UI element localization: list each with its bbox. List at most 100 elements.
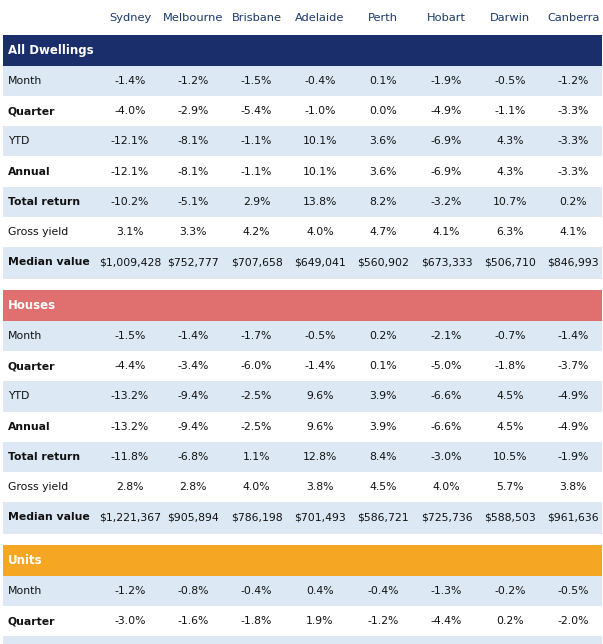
Text: Hobart: Hobart xyxy=(427,13,466,23)
Text: 3.9%: 3.9% xyxy=(370,392,397,401)
Text: -6.0%: -6.0% xyxy=(241,361,273,371)
Text: -2.9%: -2.9% xyxy=(177,106,209,116)
Text: Annual: Annual xyxy=(8,422,51,431)
Text: -6.6%: -6.6% xyxy=(431,392,463,401)
Text: -1.4%: -1.4% xyxy=(177,331,209,341)
Text: -1.2%: -1.2% xyxy=(114,586,146,596)
Text: -4.9%: -4.9% xyxy=(431,106,463,116)
Bar xyxy=(3,606,602,636)
Text: 4.0%: 4.0% xyxy=(243,482,270,492)
Text: -8.1%: -8.1% xyxy=(177,137,209,146)
Text: 3.3%: 3.3% xyxy=(180,227,207,237)
Text: -10.2%: -10.2% xyxy=(111,197,149,207)
Text: -9.4%: -9.4% xyxy=(177,422,209,431)
Text: $586,721: $586,721 xyxy=(358,513,409,522)
Text: 10.1%: 10.1% xyxy=(303,137,337,146)
Text: -1.6%: -1.6% xyxy=(177,616,209,626)
Text: -0.4%: -0.4% xyxy=(241,586,273,596)
Bar xyxy=(3,66,602,96)
Text: -1.4%: -1.4% xyxy=(557,331,589,341)
Text: 10.5%: 10.5% xyxy=(493,452,527,462)
Text: $701,493: $701,493 xyxy=(294,513,346,522)
Text: -2.5%: -2.5% xyxy=(241,392,273,401)
Text: -9.4%: -9.4% xyxy=(177,392,209,401)
Text: -3.2%: -3.2% xyxy=(431,197,463,207)
Bar xyxy=(3,381,602,412)
Text: -11.8%: -11.8% xyxy=(111,452,149,462)
Text: Canberra: Canberra xyxy=(547,13,599,23)
Text: 4.3%: 4.3% xyxy=(496,137,523,146)
Bar xyxy=(3,442,602,472)
Text: -2.5%: -2.5% xyxy=(241,422,273,431)
Bar xyxy=(3,636,602,644)
Text: 4.5%: 4.5% xyxy=(370,482,397,492)
Bar xyxy=(3,545,602,576)
Text: Gross yield: Gross yield xyxy=(8,227,68,237)
Text: -5.1%: -5.1% xyxy=(177,197,209,207)
Text: -3.3%: -3.3% xyxy=(557,106,589,116)
Text: -4.9%: -4.9% xyxy=(557,392,589,401)
Text: Melbourne: Melbourne xyxy=(163,13,224,23)
Text: -13.2%: -13.2% xyxy=(111,422,149,431)
Text: $506,710: $506,710 xyxy=(484,258,536,267)
Text: 6.3%: 6.3% xyxy=(496,227,523,237)
Text: -0.5%: -0.5% xyxy=(494,76,526,86)
Text: -12.1%: -12.1% xyxy=(111,137,149,146)
Text: -0.2%: -0.2% xyxy=(494,586,526,596)
Text: -1.5%: -1.5% xyxy=(114,331,146,341)
Text: 4.0%: 4.0% xyxy=(433,482,460,492)
Text: Sydney: Sydney xyxy=(109,13,151,23)
Text: 2.9%: 2.9% xyxy=(243,197,270,207)
Text: Total return: Total return xyxy=(8,452,80,462)
Text: -1.4%: -1.4% xyxy=(114,76,146,86)
Text: $846,993: $846,993 xyxy=(548,258,599,267)
Text: 4.5%: 4.5% xyxy=(496,392,523,401)
Bar xyxy=(3,156,602,187)
Text: -13.2%: -13.2% xyxy=(111,392,149,401)
Text: 13.8%: 13.8% xyxy=(303,197,337,207)
Bar xyxy=(3,351,602,381)
Text: -2.1%: -2.1% xyxy=(431,331,463,341)
Text: -2.0%: -2.0% xyxy=(557,616,589,626)
Bar xyxy=(3,247,602,278)
Text: Month: Month xyxy=(8,586,42,596)
Text: Month: Month xyxy=(8,76,42,86)
Text: 0.2%: 0.2% xyxy=(370,331,397,341)
Text: -1.3%: -1.3% xyxy=(431,586,463,596)
Text: -0.5%: -0.5% xyxy=(304,331,336,341)
Text: Brisbane: Brisbane xyxy=(232,13,282,23)
Text: YTD: YTD xyxy=(8,392,29,401)
Text: 4.1%: 4.1% xyxy=(560,227,587,237)
Text: -1.8%: -1.8% xyxy=(241,616,273,626)
Text: -4.4%: -4.4% xyxy=(431,616,463,626)
Text: -0.8%: -0.8% xyxy=(177,586,209,596)
Text: 4.0%: 4.0% xyxy=(306,227,333,237)
Text: Darwin: Darwin xyxy=(490,13,530,23)
Bar xyxy=(3,533,602,545)
Text: -1.9%: -1.9% xyxy=(431,76,463,86)
Text: -3.3%: -3.3% xyxy=(557,167,589,176)
Text: -6.9%: -6.9% xyxy=(431,167,463,176)
Text: Total return: Total return xyxy=(8,197,80,207)
Bar xyxy=(3,502,602,533)
Text: Quarter: Quarter xyxy=(8,106,55,116)
Bar xyxy=(3,412,602,442)
Bar xyxy=(3,217,602,247)
Text: 10.7%: 10.7% xyxy=(493,197,527,207)
Text: Quarter: Quarter xyxy=(8,616,55,626)
Text: -1.0%: -1.0% xyxy=(304,106,336,116)
Text: -1.1%: -1.1% xyxy=(241,137,273,146)
Text: 1.1%: 1.1% xyxy=(243,452,270,462)
Text: 0.0%: 0.0% xyxy=(369,106,397,116)
Text: 4.3%: 4.3% xyxy=(496,167,523,176)
Bar xyxy=(3,576,602,606)
Text: $560,902: $560,902 xyxy=(357,258,409,267)
Text: 4.2%: 4.2% xyxy=(243,227,270,237)
Text: -3.3%: -3.3% xyxy=(557,137,589,146)
Text: Adelaide: Adelaide xyxy=(295,13,344,23)
Text: 9.6%: 9.6% xyxy=(306,422,333,431)
Text: 4.5%: 4.5% xyxy=(496,422,523,431)
Text: $752,777: $752,777 xyxy=(168,258,219,267)
Text: -1.2%: -1.2% xyxy=(367,616,399,626)
Text: 4.1%: 4.1% xyxy=(433,227,460,237)
